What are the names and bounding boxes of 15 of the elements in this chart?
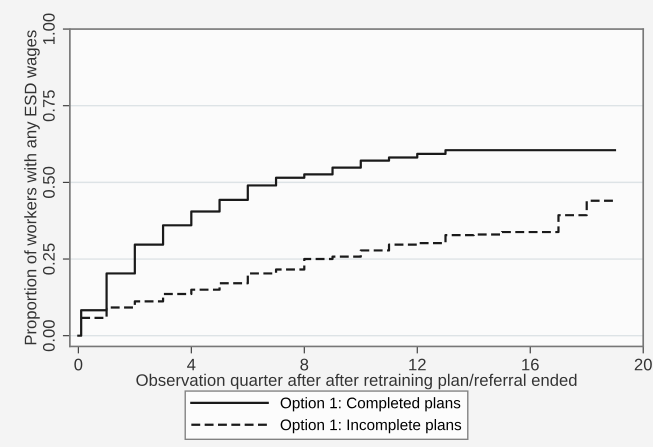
x-tick-label: 8 xyxy=(300,358,308,370)
x-axis-title: Observation quarter after after retraining plan/referral ended xyxy=(136,374,576,390)
x-tick-label: 16 xyxy=(522,358,539,370)
legend-label: Option 1: Completed plans xyxy=(280,397,460,412)
y-tick-label: 0.00 xyxy=(42,320,55,352)
y-tick-label: 0.75 xyxy=(42,90,55,122)
legend-label: Option 1: Incomplete plans xyxy=(280,419,462,434)
y-tick-label: 1.00 xyxy=(42,13,55,44)
x-tick-label: 20 xyxy=(634,358,652,370)
x-tick-label: 4 xyxy=(187,358,196,370)
x-tick-label: 0 xyxy=(74,358,82,370)
x-tick-label: 12 xyxy=(409,358,426,370)
y-tick-label: 0.25 xyxy=(42,244,55,275)
y-tick-label: 0.50 xyxy=(42,166,55,198)
y-axis-title: Proportion of workers with any ESD wages xyxy=(24,30,40,344)
